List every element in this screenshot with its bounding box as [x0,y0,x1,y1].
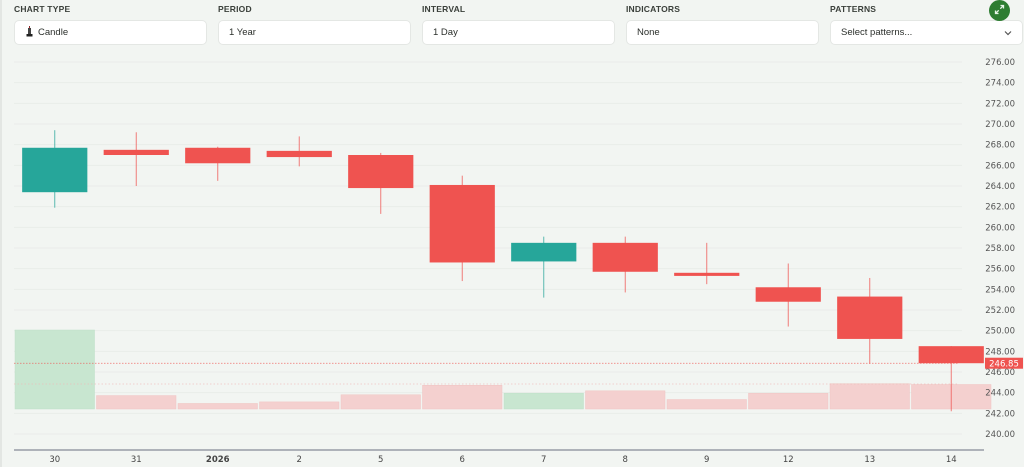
indicators-value: None [637,27,660,38]
volume-bar [259,401,340,410]
volume-bar [422,385,503,410]
chevron-down-icon [1004,28,1012,38]
chart-type-value: Candle [38,27,69,38]
y-axis-tick-label: 248.00 [985,347,1015,357]
y-axis-tick-label: 256.00 [985,265,1015,275]
candle-body[interactable] [429,184,495,263]
y-axis-tick-label: 266.00 [985,161,1015,171]
y-axis-tick-label: 252.00 [985,306,1015,316]
x-axis-tick-label: 5 [378,455,383,465]
candle-body[interactable] [755,287,821,302]
interval-select[interactable]: 1 Day [422,20,615,45]
last-price-tag [985,357,1023,369]
volume-bar [96,395,177,410]
volume-bar [340,394,421,410]
y-axis-tick-label: 272.00 [985,99,1015,109]
y-axis-tick-label: 268.00 [985,141,1015,151]
y-axis-tick-label: 240.00 [985,430,1015,440]
x-axis-tick-label: 6 [460,455,465,465]
x-axis-tick-label: 13 [864,455,875,465]
period-select[interactable]: 1 Year [218,20,411,45]
patterns-select[interactable]: Select patterns... [830,20,1023,45]
candle-body[interactable] [185,147,251,164]
candle-body[interactable] [266,150,332,158]
volume-bar [585,390,666,410]
chart-canvas[interactable]: 276.00 274.00 272.00 270.00 268.00 266.00 264.… [2,52,1024,467]
candle-body[interactable] [592,242,658,272]
y-axis-tick-label: 262.00 [985,203,1015,213]
x-axis-tick-label: 12 [783,455,794,465]
y-axis-tick-label: 264.00 [985,182,1015,192]
x-axis-tick-label: 8 [623,455,628,465]
chart-controls: CHART TYPE Candle PERIOD 1 Year INTERVAL… [2,0,1024,52]
x-axis-tick-label: 9 [704,455,709,465]
candle-body[interactable] [674,272,740,276]
indicators-label: INDICATORS [626,4,681,14]
candle-body[interactable] [22,147,88,193]
volume-bar [503,392,584,410]
candle-body[interactable] [348,155,414,189]
indicators-select[interactable]: None [626,20,819,45]
candle-icon [25,25,34,40]
interval-label: INTERVAL [422,4,466,14]
volume-bar [14,329,95,410]
expand-icon [994,2,1005,20]
patterns-label: PATTERNS [830,4,877,14]
volume-bar [829,383,910,410]
y-axis-tick-label: 250.00 [985,327,1015,337]
chart-type-label: CHART TYPE [14,4,71,14]
volume-bar [748,392,829,410]
x-axis-tick-label: 30 [49,455,60,465]
interval-value: 1 Day [433,27,458,38]
patterns-placeholder: Select patterns... [841,27,913,38]
y-axis-tick-label: 270.00 [985,120,1015,130]
x-axis-tick-label: 2 [297,455,302,465]
x-axis-tick-label: 14 [946,455,957,465]
candlestick-chart[interactable]: 276.00 274.00 272.00 270.00 268.00 266.00 264.… [2,52,1024,467]
candle-body[interactable] [511,242,577,262]
period-label: PERIOD [218,4,252,14]
y-axis-tick-label: 242.00 [985,409,1015,419]
candle-body[interactable] [837,296,903,339]
x-axis-tick-label: 2026 [206,455,230,465]
period-value: 1 Year [229,27,256,38]
candle-body[interactable] [918,346,984,364]
y-axis-tick-label: 274.00 [985,79,1015,89]
candle-body[interactable] [103,149,169,155]
x-axis-tick-label: 7 [541,455,546,465]
x-axis-tick-label: 31 [131,455,142,465]
last-price-label: 246.85 [989,359,1019,369]
y-axis-tick-label: 254.00 [985,285,1015,295]
y-axis-tick-label: 258.00 [985,244,1015,254]
y-axis-tick-label: 260.00 [985,223,1015,233]
y-axis-tick-label: 244.00 [985,389,1015,399]
fullscreen-button[interactable] [989,0,1010,21]
volume-bar [177,403,258,410]
volume-bar [666,399,747,410]
y-axis-tick-label: 246.00 [985,368,1015,378]
y-axis-tick-label: 276.00 [985,58,1015,68]
chart-type-select[interactable]: Candle [14,20,207,45]
